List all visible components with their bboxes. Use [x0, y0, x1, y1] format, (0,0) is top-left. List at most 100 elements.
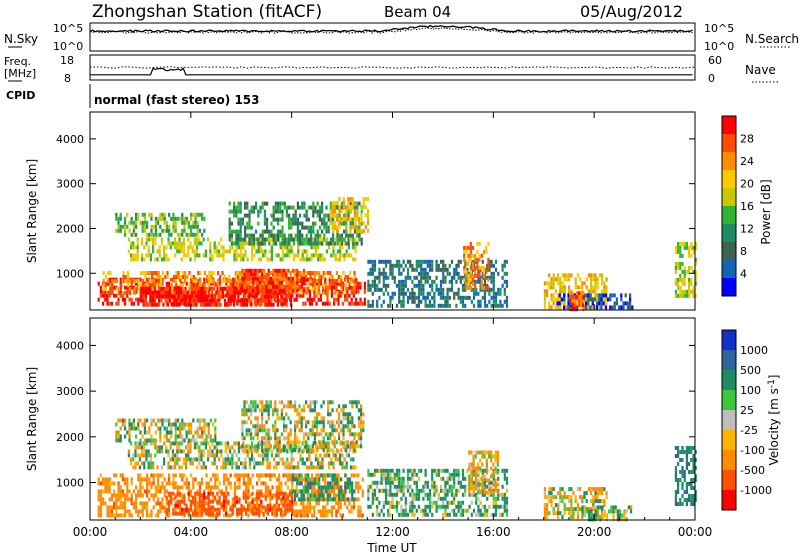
velocity-range-cell — [250, 432, 253, 437]
power-range-cell — [340, 279, 343, 283]
power-range-cell — [321, 241, 324, 246]
velocity-range-cell — [274, 400, 277, 405]
velocity-range-cell — [251, 491, 254, 496]
power-range-cell — [281, 217, 284, 222]
power-range-cell — [694, 277, 697, 282]
velocity-range-cell — [327, 420, 330, 425]
power-range-cell — [339, 245, 342, 250]
power-range-cell — [299, 237, 302, 242]
velocity-range-cell — [229, 505, 232, 510]
power-range-cell — [283, 201, 286, 206]
power-range-cell — [130, 245, 133, 250]
power-range-cell — [550, 297, 553, 302]
velocity-range-cell — [136, 445, 139, 450]
power-range-cell — [154, 277, 157, 282]
power-range-cell — [185, 216, 188, 221]
power-range-cell — [335, 281, 338, 286]
power-colorbar-swatch — [722, 134, 736, 153]
velocity-range-cell — [275, 453, 278, 458]
beam-label: Beam 04 — [384, 3, 451, 21]
power-range-cell — [168, 281, 171, 286]
velocity-range-cell — [243, 436, 246, 441]
velocity-range-cell — [222, 465, 225, 470]
velocity-range-cell — [335, 420, 338, 425]
power-strong-cell — [149, 286, 152, 291]
power-strong-cell — [210, 302, 213, 307]
velocity-range-cell — [121, 422, 124, 427]
velocity-range-cell — [295, 485, 298, 490]
power-range-cell — [187, 232, 190, 237]
power-range-cell — [165, 220, 168, 225]
velocity-range-cell — [335, 509, 338, 514]
power-range-cell — [426, 263, 429, 268]
power-range-cell — [585, 301, 588, 306]
power-range-cell — [373, 283, 377, 288]
velocity-range-cell — [196, 457, 199, 462]
velocity-range-cell — [280, 485, 283, 490]
velocity-range-cell — [178, 441, 181, 446]
power-range-cell — [353, 287, 356, 291]
power-range-cell — [263, 213, 266, 218]
velocity-range-cell — [280, 448, 283, 453]
power-strong-cell — [281, 294, 284, 299]
power-range-cell — [132, 253, 135, 258]
power-range-cell — [558, 293, 561, 298]
velocity-range-cell — [192, 481, 195, 486]
power-range-cell — [694, 245, 697, 250]
power-range-cell — [255, 237, 258, 242]
velocity-range-cell — [102, 489, 105, 494]
power-range-cell — [344, 287, 347, 291]
power-range-cell — [343, 237, 346, 242]
power-range-cell — [439, 259, 443, 264]
power-strong-cell — [213, 302, 216, 307]
power-range-cell — [615, 301, 618, 306]
velocity-range-cell — [161, 485, 164, 490]
power-range-cell — [136, 241, 139, 246]
velocity-range-cell — [306, 509, 309, 514]
power-range-cell — [688, 265, 691, 270]
power-range-cell — [143, 216, 146, 221]
power-range-cell — [492, 271, 495, 276]
power-strong-cell — [278, 276, 281, 281]
velocity-range-cell — [247, 495, 250, 500]
velocity-range-cell — [311, 432, 314, 437]
velocity-range-cell — [168, 418, 171, 423]
power-range-cell — [420, 299, 423, 304]
velocity-range-cell — [302, 505, 305, 510]
velocity-range-cell — [248, 461, 251, 466]
power-range-cell — [349, 271, 352, 275]
power-range-cell — [362, 197, 365, 202]
power-range-cell — [246, 205, 249, 210]
power-range-cell — [446, 287, 449, 292]
power-range-cell — [270, 221, 273, 226]
power-range-cell — [363, 289, 366, 294]
velocity-range-cell — [218, 495, 221, 500]
power-strong-cell — [149, 302, 152, 307]
velocity-range-cell — [338, 404, 341, 409]
velocity-range-cell — [271, 473, 274, 478]
power-range-cell — [274, 233, 277, 238]
power-range-cell — [313, 283, 316, 287]
power-range-cell — [135, 232, 138, 237]
power-range-cell — [117, 220, 120, 225]
power-range-cell — [323, 221, 326, 226]
velocity-range-cell — [283, 424, 286, 429]
power-range-cell — [600, 305, 603, 310]
velocity-range-cell — [357, 400, 360, 405]
power-range-cell — [437, 287, 440, 292]
velocity-range-cell — [357, 444, 360, 449]
velocity-range-cell — [325, 449, 328, 454]
velocity-range-cell — [303, 461, 306, 466]
power-range-cell — [213, 245, 216, 250]
velocity-range-cell — [289, 440, 292, 445]
power-range-cell — [200, 241, 203, 246]
velocity-range-cell — [233, 441, 236, 446]
power-range-cell — [409, 275, 412, 280]
power-colorbar-label: Power [dB] — [759, 179, 773, 244]
power-range-cell — [688, 249, 691, 254]
power-range-cell — [251, 249, 254, 254]
power-range-cell — [345, 253, 348, 258]
velocity-range-cell — [119, 501, 122, 506]
power-range-cell — [124, 297, 127, 302]
power-range-cell — [206, 275, 209, 279]
